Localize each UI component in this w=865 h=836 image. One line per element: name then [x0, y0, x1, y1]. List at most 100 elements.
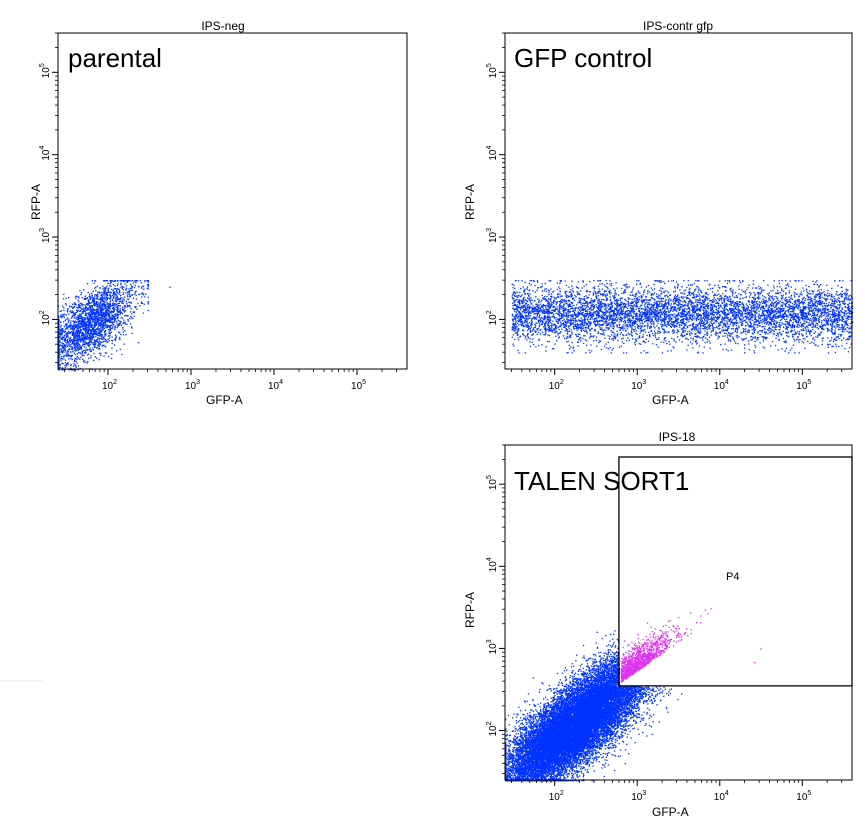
event-point — [82, 309, 85, 311]
event-point — [75, 339, 77, 341]
event-point — [121, 287, 123, 289]
event-point — [90, 332, 92, 334]
event-point — [98, 322, 100, 325]
y-tick-label: 105 — [39, 63, 52, 78]
event-point — [79, 326, 81, 328]
event-point — [629, 307, 631, 309]
event-point — [100, 333, 102, 335]
event-point — [736, 332, 738, 334]
event-point — [66, 324, 68, 326]
event-point — [564, 337, 566, 340]
event-point — [88, 305, 91, 307]
event-point — [114, 303, 116, 305]
event-point — [606, 315, 608, 317]
event-point — [113, 304, 116, 307]
event-point — [73, 321, 76, 324]
event-point — [106, 307, 108, 309]
event-point — [755, 324, 757, 326]
event-point — [91, 309, 93, 312]
event-point — [101, 315, 103, 317]
event-point — [84, 361, 86, 364]
event-point — [110, 285, 112, 287]
event-point — [104, 322, 106, 325]
event-point — [122, 326, 124, 329]
event-point — [73, 336, 75, 338]
event-point — [782, 323, 784, 325]
event-point — [135, 307, 137, 309]
event-point — [105, 329, 107, 332]
event-point — [65, 318, 67, 321]
event-point — [525, 318, 527, 320]
event-point — [85, 349, 87, 351]
event-point — [842, 325, 844, 327]
event-point — [70, 340, 72, 342]
event-point — [69, 369, 71, 371]
event-point — [73, 335, 75, 337]
event-point — [81, 348, 83, 350]
event-point — [623, 302, 625, 305]
event-point — [626, 283, 628, 285]
event-point — [86, 297, 89, 299]
event-point — [106, 324, 109, 327]
event-point — [62, 298, 65, 300]
event-point — [93, 333, 95, 335]
event-point — [579, 333, 581, 335]
event-point — [58, 357, 60, 359]
event-point — [95, 294, 97, 296]
event-point — [112, 310, 114, 313]
sample-annotation: parental — [68, 43, 162, 73]
event-point — [99, 302, 102, 304]
event-point — [747, 329, 750, 331]
event-point — [129, 306, 131, 308]
event-point — [75, 312, 77, 314]
event-point — [116, 324, 118, 326]
event-point — [82, 312, 84, 314]
event-point — [98, 325, 100, 327]
event-point — [709, 321, 711, 323]
event-point — [768, 330, 770, 332]
event-point — [607, 335, 609, 337]
event-point — [101, 310, 103, 312]
event-point — [61, 338, 63, 340]
event-point — [651, 297, 654, 299]
event-point — [95, 328, 97, 330]
event-point — [64, 345, 67, 347]
event-point — [58, 319, 60, 321]
event-point — [147, 303, 149, 305]
event-point — [654, 313, 657, 315]
event-point — [83, 328, 85, 330]
event-point — [756, 305, 758, 307]
event-point — [826, 327, 828, 330]
event-point — [105, 314, 107, 317]
event-point — [98, 328, 100, 330]
event-point — [598, 323, 600, 325]
event-point — [89, 308, 92, 310]
event-point — [666, 342, 668, 345]
event-point — [705, 337, 707, 339]
event-point — [129, 296, 131, 298]
event-point — [843, 293, 846, 295]
event-point — [94, 294, 96, 296]
event-point — [692, 339, 694, 341]
event-point — [75, 334, 77, 337]
event-point — [540, 317, 542, 319]
event-point — [108, 332, 110, 334]
event-point — [83, 354, 85, 356]
event-point — [841, 339, 843, 341]
event-point — [84, 342, 86, 344]
event-point — [830, 304, 832, 306]
event-point — [122, 300, 124, 302]
event-point — [695, 324, 697, 326]
event-point — [104, 297, 106, 299]
event-point — [78, 351, 80, 354]
event-point — [106, 317, 108, 319]
event-point — [64, 339, 66, 341]
event-point — [689, 330, 691, 332]
event-point — [90, 315, 92, 317]
event-point — [93, 321, 95, 323]
event-point — [121, 353, 123, 356]
event-point — [91, 313, 93, 316]
event-point — [79, 332, 81, 334]
event-point — [556, 282, 558, 284]
event-point — [79, 358, 81, 360]
